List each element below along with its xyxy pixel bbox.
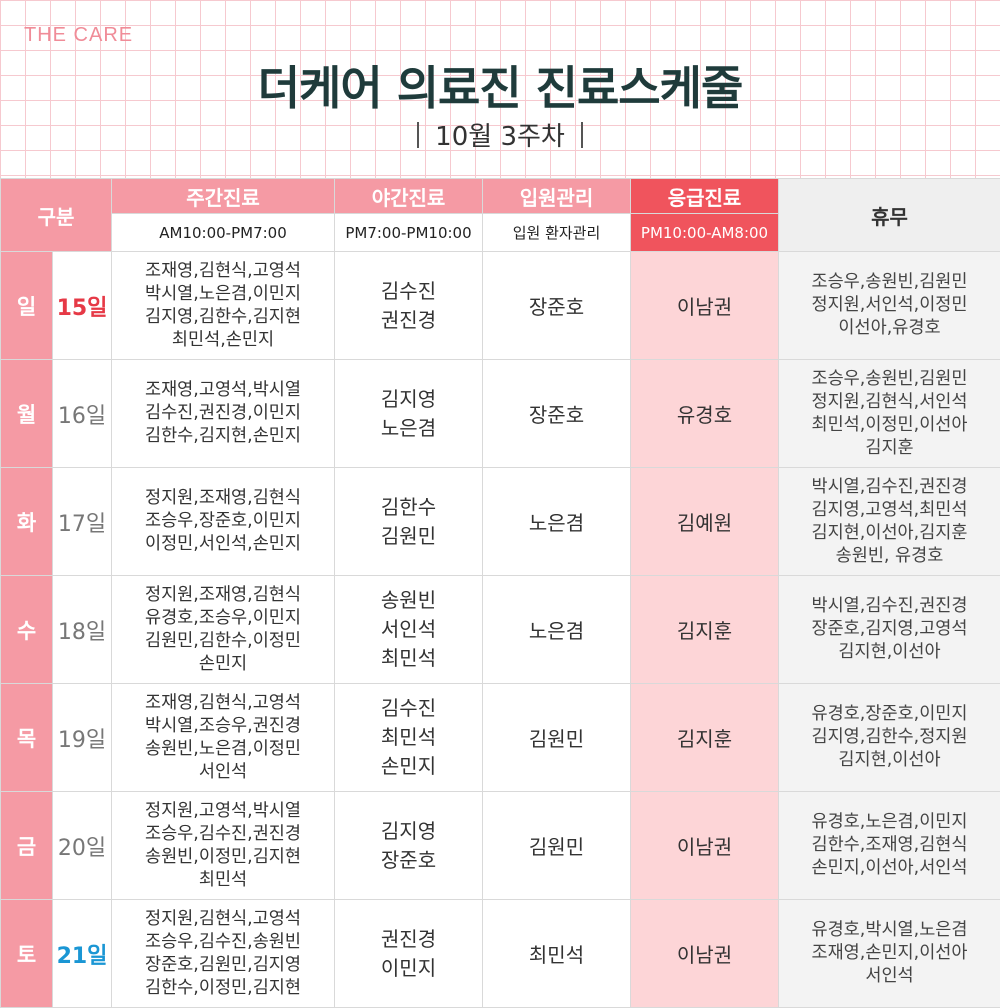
date-label: 17일 [53, 468, 112, 576]
weekday-label: 토 [1, 900, 53, 1008]
date-label: 20일 [53, 792, 112, 900]
schedule-table: 구분 주간진료 야간진료 입원관리 응급진료 휴무 AM10:00-PM7:00… [0, 178, 1000, 1008]
schedule-row-fri: 금 20일 정지원,고영석,박시열 조승우,김수진,권진경 송원빈,이정민,김지… [1, 792, 1000, 900]
date-label: 18일 [53, 576, 112, 684]
night-hours: PM7:00-PM10:00 [335, 214, 483, 252]
weekday-label: 일 [1, 252, 53, 360]
weekday-label: 월 [1, 360, 53, 468]
schedule-row-wed: 수 18일 정지원,조재영,김현식 유경호,조승우,이민지 김원민,김한수,이정… [1, 576, 1000, 684]
off-staff: 유경호,장준호,이민지 김지영,김한수,정지원 김지현,이선아 [779, 684, 1000, 792]
divider-left [417, 122, 419, 148]
emergency-staff: 김예원 [631, 468, 779, 576]
page-title: 더케어 의료진 진료스케줄 [0, 52, 1000, 118]
night-clinic-staff: 권진경 이민지 [335, 900, 483, 1008]
header-day-clinic: 주간진료 [112, 179, 335, 214]
inpatient-staff: 노은겸 [483, 468, 631, 576]
night-clinic-staff: 김한수 김원민 [335, 468, 483, 576]
night-clinic-staff: 김수진 권진경 [335, 252, 483, 360]
emergency-staff: 이남권 [631, 792, 779, 900]
night-clinic-staff: 김수진 최민석 손민지 [335, 684, 483, 792]
schedule-row-sat: 토 21일 정지원,김현식,고영석 조승우,김수진,송원빈 장준호,김원민,김지… [1, 900, 1000, 1008]
week-label: 10월 3주차 [435, 122, 565, 152]
header-emergency: 응급진료 [631, 179, 779, 214]
night-clinic-staff: 김지영 노은겸 [335, 360, 483, 468]
header-night-clinic: 야간진료 [335, 179, 483, 214]
date-label: 19일 [53, 684, 112, 792]
day-clinic-staff: 정지원,조재영,김현식 조승우,장준호,이민지 이정민,서인석,손민지 [112, 468, 335, 576]
date-label: 21일 [53, 900, 112, 1008]
day-clinic-staff: 정지원,고영석,박시열 조승우,김수진,권진경 송원빈,이정민,김지현 최민석 [112, 792, 335, 900]
inpatient-staff: 노은겸 [483, 576, 631, 684]
emergency-staff: 이남권 [631, 900, 779, 1008]
night-clinic-staff: 김지영 장준호 [335, 792, 483, 900]
off-staff: 조승우,송원빈,김원민 정지원,김현식,서인석 최민석,이정민,이선아 김지훈 [779, 360, 1000, 468]
header-inpatient: 입원관리 [483, 179, 631, 214]
schedule-row-sun: 일 15일 조재영,김현식,고영석 박시열,노은겸,이민지 김지영,김한수,김지… [1, 252, 1000, 360]
date-label: 15일 [53, 252, 112, 360]
header-gubun: 구분 [1, 179, 112, 252]
emergency-staff: 김지훈 [631, 576, 779, 684]
off-staff: 유경호,노은겸,이민지 김한수,조재영,김현식 손민지,이선아,서인석 [779, 792, 1000, 900]
day-clinic-staff: 정지원,조재영,김현식 유경호,조승우,이민지 김원민,김한수,이정민 손민지 [112, 576, 335, 684]
inpatient-staff: 김원민 [483, 684, 631, 792]
emergency-staff: 유경호 [631, 360, 779, 468]
night-clinic-staff: 송원빈 서인석 최민석 [335, 576, 483, 684]
header-off: 휴무 [779, 179, 1000, 252]
emergency-hours: PM10:00-AM8:00 [631, 214, 779, 252]
off-staff: 유경호,박시열,노은겸 조재영,손민지,이선아 서인석 [779, 900, 1000, 1008]
schedule-row-thu: 목 19일 조재영,김현식,고영석 박시열,조승우,권진경 송원빈,노은겸,이정… [1, 684, 1000, 792]
weekday-label: 목 [1, 684, 53, 792]
off-staff: 박시열,김수진,권진경 김지영,고영석,최민석 김지현,이선아,김지훈 송원빈,… [779, 468, 1000, 576]
day-clinic-staff: 조재영,김현식,고영석 박시열,노은겸,이민지 김지영,김한수,김지현 최민석,… [112, 252, 335, 360]
date-label: 16일 [53, 360, 112, 468]
schedule-row-tue: 화 17일 정지원,조재영,김현식 조승우,장준호,이민지 이정민,서인석,손민… [1, 468, 1000, 576]
inpatient-staff: 김원민 [483, 792, 631, 900]
off-staff: 조승우,송원빈,김원민 정지원,서인석,이정민 이선아,유경호 [779, 252, 1000, 360]
inpatient-staff: 최민석 [483, 900, 631, 1008]
inpatient-staff: 장준호 [483, 252, 631, 360]
day-clinic-staff: 조재영,김현식,고영석 박시열,조승우,권진경 송원빈,노은겸,이정민 서인석 [112, 684, 335, 792]
inpatient-staff: 장준호 [483, 360, 631, 468]
page-subtitle: 10월 3주차 [0, 116, 1000, 153]
weekday-label: 수 [1, 576, 53, 684]
divider-right [581, 122, 583, 148]
weekday-label: 금 [1, 792, 53, 900]
day-hours: AM10:00-PM7:00 [112, 214, 335, 252]
emergency-staff: 김지훈 [631, 684, 779, 792]
day-clinic-staff: 조재영,고영석,박시열 김수진,권진경,이민지 김한수,김지현,손민지 [112, 360, 335, 468]
day-clinic-staff: 정지원,김현식,고영석 조승우,김수진,송원빈 장준호,김원민,김지영 김한수,… [112, 900, 335, 1008]
brand-logo: THE CARE [24, 24, 133, 47]
off-staff: 박시열,김수진,권진경 장준호,김지영,고영석 김지현,이선아 [779, 576, 1000, 684]
inpatient-sub: 입원 환자관리 [483, 214, 631, 252]
schedule-row-mon: 월 16일 조재영,고영석,박시열 김수진,권진경,이민지 김한수,김지현,손민… [1, 360, 1000, 468]
weekday-label: 화 [1, 468, 53, 576]
emergency-staff: 이남권 [631, 252, 779, 360]
